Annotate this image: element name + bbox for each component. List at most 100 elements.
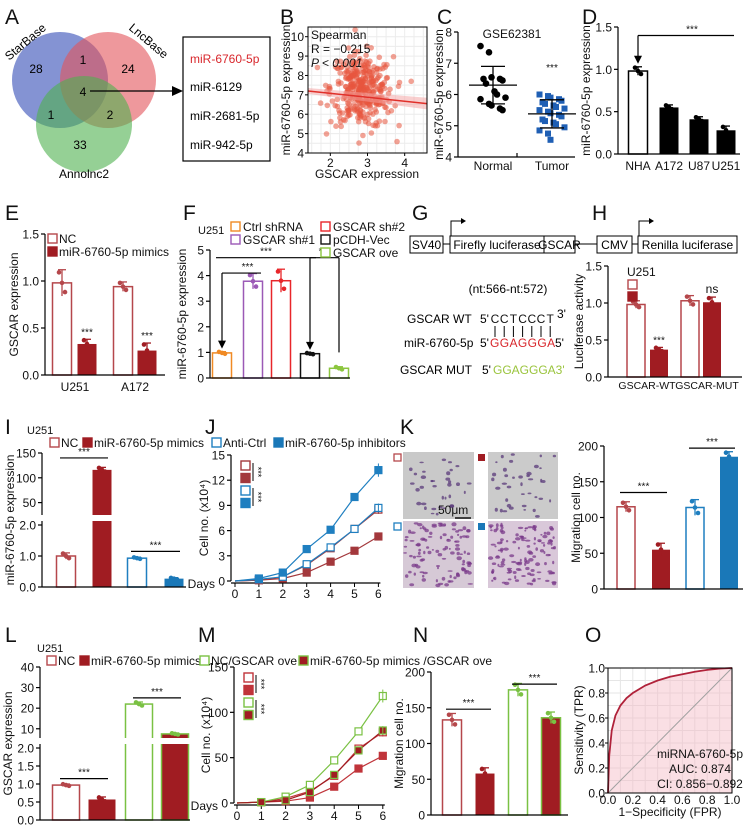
replicate-dot bbox=[623, 504, 629, 510]
scatter-point bbox=[343, 84, 349, 90]
cell-dot bbox=[409, 540, 415, 542]
bar bbox=[211, 352, 233, 379]
venn-label-annolnc2: Annolnc2 bbox=[59, 167, 109, 181]
scatter-point bbox=[344, 59, 350, 65]
cell-dot bbox=[543, 551, 546, 554]
axis-break-gap bbox=[38, 738, 42, 744]
y-tick-label: 100 bbox=[578, 511, 598, 525]
legend-swatch bbox=[230, 221, 241, 232]
replicate-dot bbox=[729, 457, 735, 463]
box-gscar bbox=[543, 235, 576, 254]
bar bbox=[441, 719, 463, 816]
data-marker bbox=[257, 797, 266, 807]
scatter-point bbox=[394, 138, 400, 145]
cell-dot bbox=[551, 581, 557, 584]
replicate-dot bbox=[620, 500, 626, 506]
scatter-point bbox=[387, 86, 393, 92]
replicate-dot bbox=[551, 719, 557, 725]
x-tick-label: 0.2 bbox=[624, 793, 641, 807]
scatter-point bbox=[326, 83, 333, 90]
y-axis-label: Migration cell no. bbox=[569, 472, 583, 563]
cell-dot bbox=[437, 553, 443, 557]
cell-dot bbox=[525, 566, 530, 571]
replicate-dot bbox=[137, 556, 143, 562]
y-tick-label: 1.0 bbox=[17, 778, 34, 792]
bar bbox=[92, 469, 112, 587]
legend-swatch bbox=[49, 437, 60, 448]
cell-dot bbox=[500, 454, 504, 459]
x-tick-label: 0.0 bbox=[600, 793, 617, 807]
cell-dot bbox=[417, 523, 423, 527]
cell-dot bbox=[413, 472, 418, 476]
bar bbox=[703, 302, 721, 377]
x-tick-label: 6 bbox=[379, 809, 386, 823]
legend-label: GSCAR sh#2 bbox=[333, 220, 405, 234]
cell-dot bbox=[506, 485, 512, 489]
replicate-dot bbox=[87, 344, 93, 350]
cell-dot bbox=[512, 540, 517, 544]
replicate-dot bbox=[661, 551, 667, 557]
cell-dots bbox=[403, 453, 557, 588]
replicate-dot bbox=[144, 348, 150, 353]
roc-annotation: CI: 0.856−0.892 bbox=[657, 777, 743, 791]
y-tick-label: 100 bbox=[208, 706, 228, 720]
cell-dot bbox=[441, 576, 446, 581]
y-tick-label: 0.0 bbox=[588, 787, 605, 801]
data-point bbox=[553, 121, 559, 128]
wt-base: C bbox=[518, 312, 527, 326]
cell-dot bbox=[436, 565, 440, 567]
cell-dot bbox=[495, 555, 501, 559]
legend-label: NC bbox=[61, 436, 79, 450]
data-marker bbox=[305, 788, 314, 797]
cell-dot bbox=[403, 552, 407, 554]
data-point bbox=[561, 105, 568, 112]
data-marker bbox=[330, 770, 339, 779]
data-marker bbox=[281, 796, 290, 805]
legend-label: GSCAR sh#1 bbox=[243, 233, 315, 247]
y-tick-label: 6 bbox=[445, 88, 452, 102]
legend-label: miR-6760-5p mimics bbox=[94, 436, 204, 450]
scatter-point bbox=[334, 58, 340, 65]
cell-dot bbox=[416, 555, 422, 558]
y-tick-label: 1.0 bbox=[588, 662, 605, 676]
replicate-dot bbox=[147, 353, 153, 359]
y-axis-label: miR-6760-5p expression bbox=[279, 25, 293, 156]
bar bbox=[126, 557, 148, 588]
replicate-dot bbox=[635, 68, 641, 74]
replicate-dot bbox=[310, 351, 316, 357]
x-tick-label: 0.8 bbox=[699, 793, 716, 807]
cell-dot bbox=[435, 549, 440, 554]
cell-dot bbox=[448, 480, 452, 484]
panel-letter: F bbox=[183, 202, 196, 225]
wt-prefix: 5' bbox=[480, 312, 489, 326]
scatter-point bbox=[382, 118, 388, 125]
y-tick-label: 6 bbox=[218, 524, 225, 538]
bar bbox=[680, 300, 700, 378]
data-point bbox=[536, 91, 543, 98]
cell-dot bbox=[463, 550, 466, 554]
panel-g-construct: SV40 Firefly luciferase GSCAR CMV Renill… bbox=[400, 218, 738, 377]
cell-dot bbox=[423, 550, 426, 555]
cell-dot bbox=[455, 530, 460, 533]
cell-dot bbox=[420, 475, 427, 480]
cell-dot bbox=[413, 522, 419, 525]
chart-title: GSE62381 bbox=[483, 27, 542, 41]
data-point bbox=[488, 102, 495, 109]
bar bbox=[652, 549, 670, 589]
x-axis-label: Days bbox=[188, 577, 215, 591]
mirna-list-box bbox=[182, 36, 271, 162]
bar bbox=[164, 578, 184, 587]
legend-swatch bbox=[82, 437, 93, 448]
cell-dot bbox=[517, 526, 524, 530]
cell-dot bbox=[404, 536, 409, 539]
legend-label: Anti-Ctrl bbox=[223, 436, 266, 450]
significance-label: *** bbox=[529, 673, 541, 684]
replicate-dot bbox=[59, 280, 65, 286]
y-axis-label: Sensitivity (TPR) bbox=[572, 685, 586, 774]
legend-h: U251 bbox=[627, 265, 656, 302]
replicate-dot bbox=[485, 775, 491, 780]
legend-label: Ctrl shRNA bbox=[243, 220, 303, 234]
x-category-label: A172 bbox=[655, 159, 683, 173]
